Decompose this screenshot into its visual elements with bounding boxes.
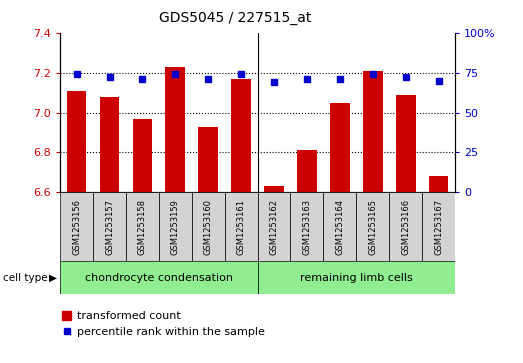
Bar [100,97,119,192]
Bar [297,151,317,192]
Bar [93,192,126,261]
Text: GSM1253164: GSM1253164 [335,199,344,255]
Bar [389,192,422,261]
Bar [257,192,290,261]
Text: GSM1253158: GSM1253158 [138,199,147,255]
Text: GSM1253162: GSM1253162 [269,199,279,255]
Bar [231,79,251,192]
Text: GSM1253167: GSM1253167 [434,199,443,255]
Text: GSM1253166: GSM1253166 [401,199,410,255]
Bar [198,127,218,192]
Bar [422,192,455,261]
Bar [126,192,159,261]
Text: GSM1253161: GSM1253161 [236,199,246,255]
Bar [132,119,152,192]
Bar [60,261,257,294]
Bar [363,71,383,192]
Text: ▶: ▶ [49,273,56,283]
Legend: transformed count, percentile rank within the sample: transformed count, percentile rank withi… [58,307,269,342]
Text: GSM1253163: GSM1253163 [302,199,311,255]
Bar [356,192,389,261]
Text: GDS5045 / 227515_at: GDS5045 / 227515_at [159,11,312,25]
Text: GSM1253160: GSM1253160 [204,199,213,255]
Bar [330,103,350,192]
Bar [290,192,323,261]
Bar [165,67,185,192]
Text: GSM1253165: GSM1253165 [368,199,377,255]
Bar [159,192,192,261]
Text: GSM1253159: GSM1253159 [171,199,180,255]
Bar [264,187,284,192]
Text: remaining limb cells: remaining limb cells [300,273,413,283]
Bar [396,95,415,192]
Bar [225,192,257,261]
Text: chondrocyte condensation: chondrocyte condensation [85,273,233,283]
Bar [323,192,356,261]
Text: cell type: cell type [3,273,47,283]
Bar [257,261,455,294]
Bar [67,91,86,192]
Bar [429,176,448,192]
Bar [60,192,93,261]
Text: GSM1253156: GSM1253156 [72,199,81,255]
Bar [192,192,225,261]
Text: GSM1253157: GSM1253157 [105,199,114,255]
